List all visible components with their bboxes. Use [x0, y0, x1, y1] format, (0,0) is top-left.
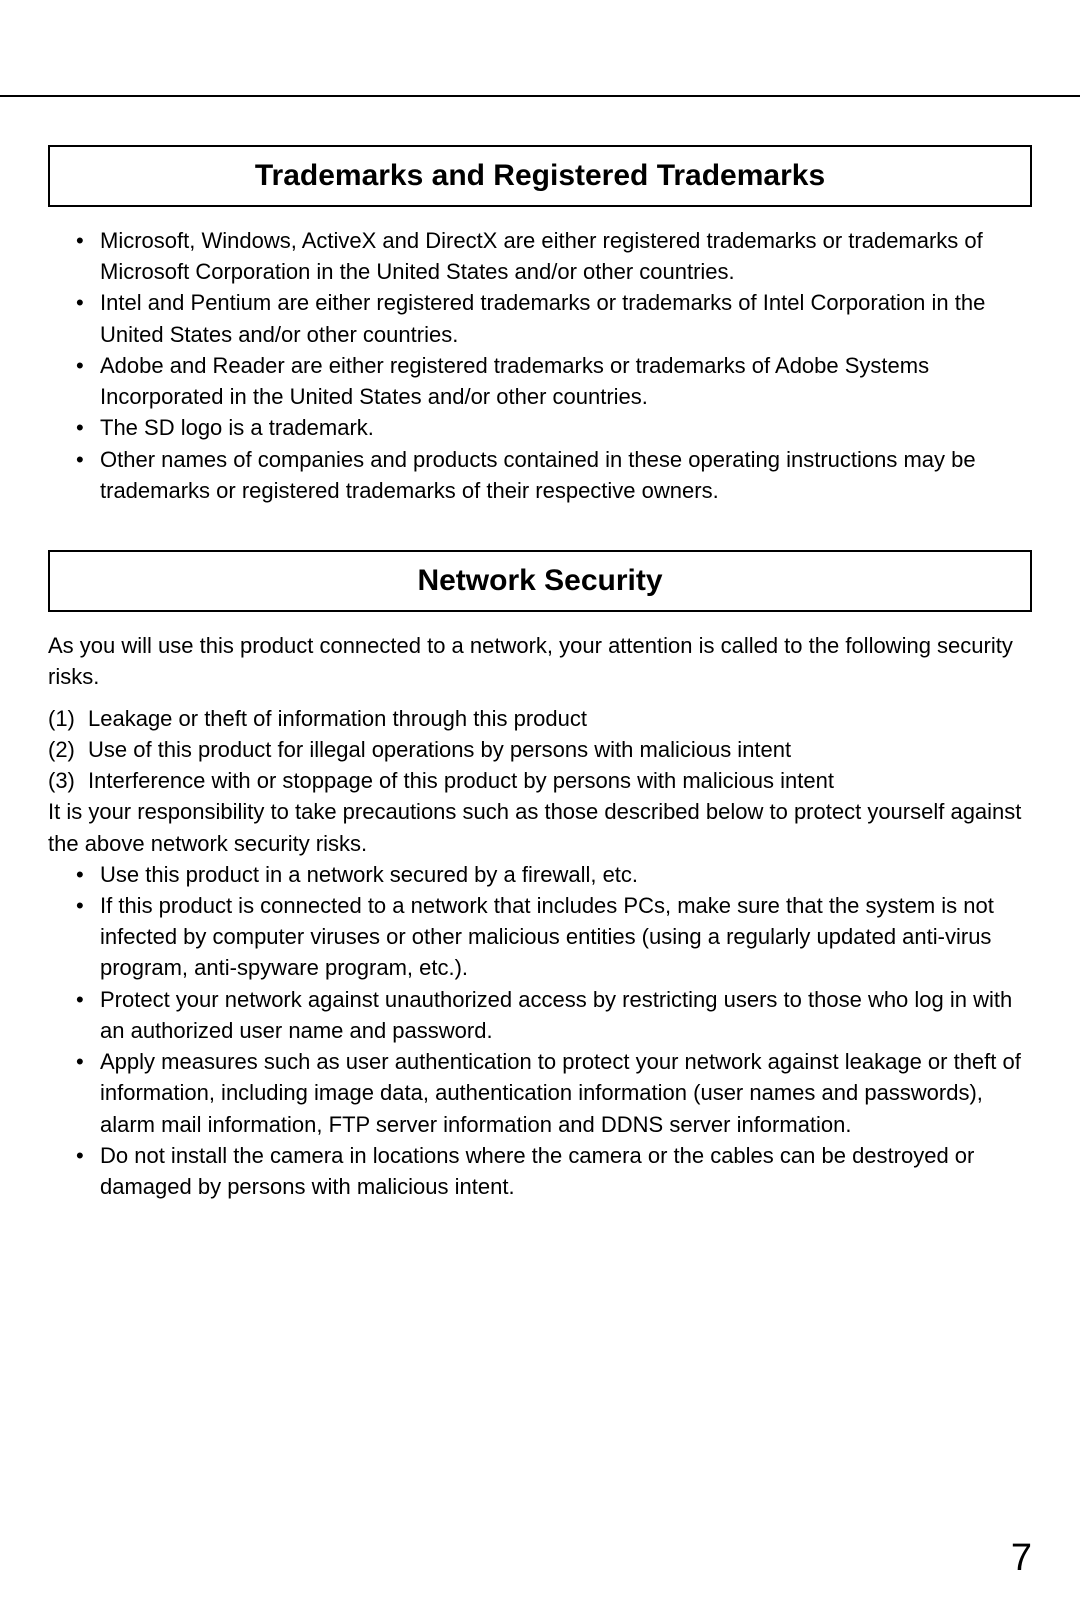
list-item: (2) Use of this product for illegal oper… [48, 734, 1032, 765]
top-horizontal-rule [0, 95, 1080, 97]
section2-post-numbered-text: It is your responsibility to take precau… [48, 796, 1032, 858]
item-number-label: (3) [48, 765, 75, 796]
item-text: Leakage or theft of information through … [88, 706, 587, 731]
section2-bullet-list: Use this product in a network secured by… [48, 859, 1032, 1203]
section1-title: Trademarks and Registered Trademarks [58, 159, 1022, 193]
section1-bullet-list: Microsoft, Windows, ActiveX and DirectX … [48, 225, 1032, 506]
item-number-label: (2) [48, 734, 75, 765]
list-item: Do not install the camera in locations w… [76, 1140, 1032, 1202]
list-item: Use this product in a network secured by… [76, 859, 1032, 890]
page-content: Trademarks and Registered Trademarks Mic… [0, 145, 1080, 1202]
list-item: Microsoft, Windows, ActiveX and DirectX … [76, 225, 1032, 287]
list-item: Adobe and Reader are either registered t… [76, 350, 1032, 412]
list-item: The SD logo is a trademark. [76, 412, 1032, 443]
section2-header-box: Network Security [48, 550, 1032, 612]
item-text: Use of this product for illegal operatio… [88, 737, 791, 762]
page-number: 7 [1011, 1537, 1032, 1580]
section2-numbered-list: (1) Leakage or theft of information thro… [48, 703, 1032, 797]
list-item: Intel and Pentium are either registered … [76, 287, 1032, 349]
item-text: Interference with or stoppage of this pr… [88, 768, 834, 793]
section2-intro-text: As you will use this product connected t… [48, 630, 1032, 692]
list-item: Apply measures such as user authenticati… [76, 1046, 1032, 1140]
section2-title: Network Security [58, 564, 1022, 598]
list-item: Other names of companies and products co… [76, 444, 1032, 506]
list-item: (3) Interference with or stoppage of thi… [48, 765, 1032, 796]
section1-header-box: Trademarks and Registered Trademarks [48, 145, 1032, 207]
list-item: (1) Leakage or theft of information thro… [48, 703, 1032, 734]
list-item: Protect your network against unauthorize… [76, 984, 1032, 1046]
list-item: If this product is connected to a networ… [76, 890, 1032, 984]
item-number-label: (1) [48, 703, 75, 734]
